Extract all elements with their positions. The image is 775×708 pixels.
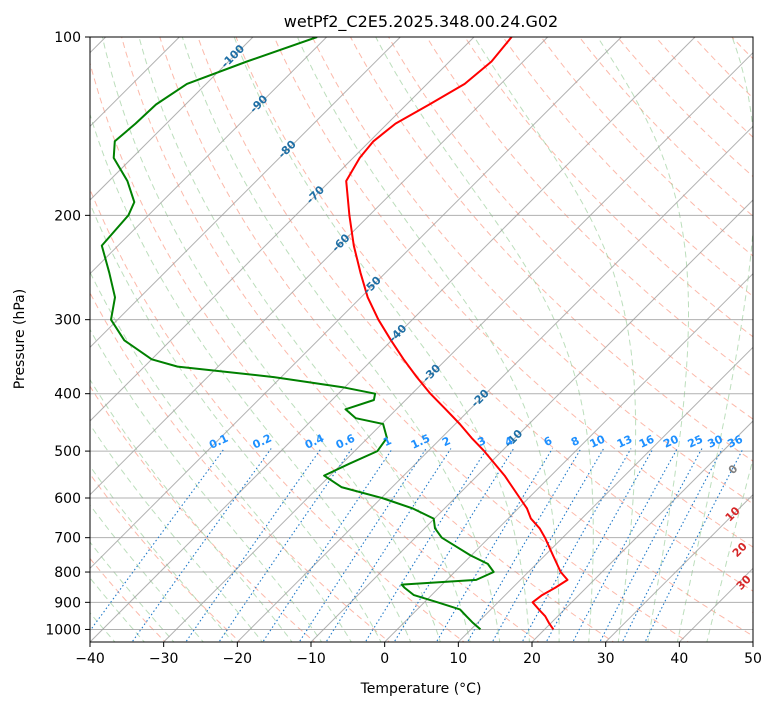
isotherm-line — [384, 272, 753, 642]
dry-adiabat-line — [273, 37, 753, 548]
isotherm-line — [457, 346, 753, 642]
mixing-ratio-label: 25 — [686, 433, 705, 451]
moist-adiabat-line — [90, 202, 382, 642]
mixing-ratio-line — [466, 448, 582, 642]
background-lines — [90, 37, 753, 642]
y-tick-label: 800 — [54, 565, 81, 581]
x-tick-label: 0 — [380, 651, 389, 667]
mixing-ratio-line — [644, 448, 744, 642]
mixing-ratio-line — [621, 448, 723, 642]
dry-adiabat-label: 40 — [748, 602, 768, 622]
sounding-series — [100, 37, 569, 631]
mixing-ratio-line — [521, 448, 632, 642]
y-tick-label: 1000 — [45, 622, 81, 638]
x-tick-label: 20 — [523, 651, 541, 667]
dry-adiabat-line — [502, 37, 753, 297]
dry-adiabat-line — [388, 37, 753, 420]
mixing-ratio-line — [393, 448, 515, 642]
dewpoint-profile-line — [100, 37, 495, 631]
mixing-ratio-label: 16 — [637, 432, 657, 450]
isotherm-line — [90, 37, 622, 570]
mixing-ratio-line — [298, 448, 427, 642]
plot-frame — [89, 36, 754, 643]
y-axis-title: Pressure (hPa) — [12, 289, 28, 389]
x-tick-label: 10 — [449, 651, 467, 667]
isotherm-line — [236, 125, 753, 642]
dry-adiabat-line — [235, 37, 753, 592]
mixing-ratio-label: 30 — [706, 432, 726, 450]
isotherm-line — [90, 37, 475, 422]
mixing-ratio-line — [545, 448, 654, 642]
y-tick-label: 200 — [54, 208, 81, 224]
x-axis-title: Temperature (°C) — [360, 681, 482, 697]
isotherm-line — [90, 37, 328, 275]
y-tick-label: 500 — [54, 444, 81, 460]
x-tick-label: 30 — [597, 651, 615, 667]
isotherm-line — [90, 37, 696, 642]
mixing-ratio-line — [218, 448, 353, 642]
x-tick-label: −20 — [223, 651, 253, 667]
mixing-ratio-line — [364, 448, 488, 642]
dry-adiabat-line — [311, 37, 753, 505]
x-tick-label: 40 — [670, 651, 688, 667]
isotherm-line — [310, 199, 753, 642]
mixing-ratio-line — [325, 448, 452, 642]
dry-adiabat-line — [349, 37, 753, 462]
y-tick-label: 100 — [54, 30, 81, 46]
y-tick-label: 400 — [54, 387, 81, 403]
y-tick-label: 900 — [54, 595, 81, 611]
isotherm-line — [163, 51, 753, 642]
mixing-ratio-line — [131, 448, 272, 642]
y-tick-label: 700 — [54, 531, 81, 547]
chart-title: wetPf2_C2E5.2025.348.00.24.G02 — [284, 12, 558, 32]
moist-adiabat-line — [90, 112, 412, 642]
dry-adiabat-line — [159, 37, 690, 642]
x-tick-label: 50 — [744, 651, 762, 667]
temperature-profile-line — [345, 37, 569, 630]
isotherm-line — [90, 37, 401, 349]
mixing-ratio-line — [185, 448, 322, 642]
dry-adiabat-line — [464, 37, 753, 338]
x-tick-label: −30 — [149, 651, 179, 667]
mixing-ratio-label: 36 — [725, 432, 745, 450]
y-tick-label: 600 — [54, 491, 81, 507]
x-tick-label: −10 — [296, 651, 326, 667]
x-tick-label: −40 — [75, 651, 105, 667]
isotherm-line — [531, 420, 753, 642]
mixing-ratio-line — [262, 448, 393, 642]
y-tick-label: 300 — [54, 313, 81, 329]
mixing-ratio-label: 20 — [661, 432, 681, 450]
isotherm-line — [90, 37, 549, 496]
mixing-ratio-line — [435, 448, 553, 642]
isotherm-line — [90, 37, 254, 201]
axes: −40 −30 −20 −10 0 10 20 30 40 50 100 200 300 400 500 60… — [45, 30, 762, 667]
plot-area — [90, 37, 753, 642]
dry-adiabat-line — [426, 37, 753, 379]
isotherm-line — [605, 493, 753, 642]
mixing-ratio-label: 10 — [588, 432, 608, 450]
mixing-ratio-label: 13 — [615, 433, 634, 451]
